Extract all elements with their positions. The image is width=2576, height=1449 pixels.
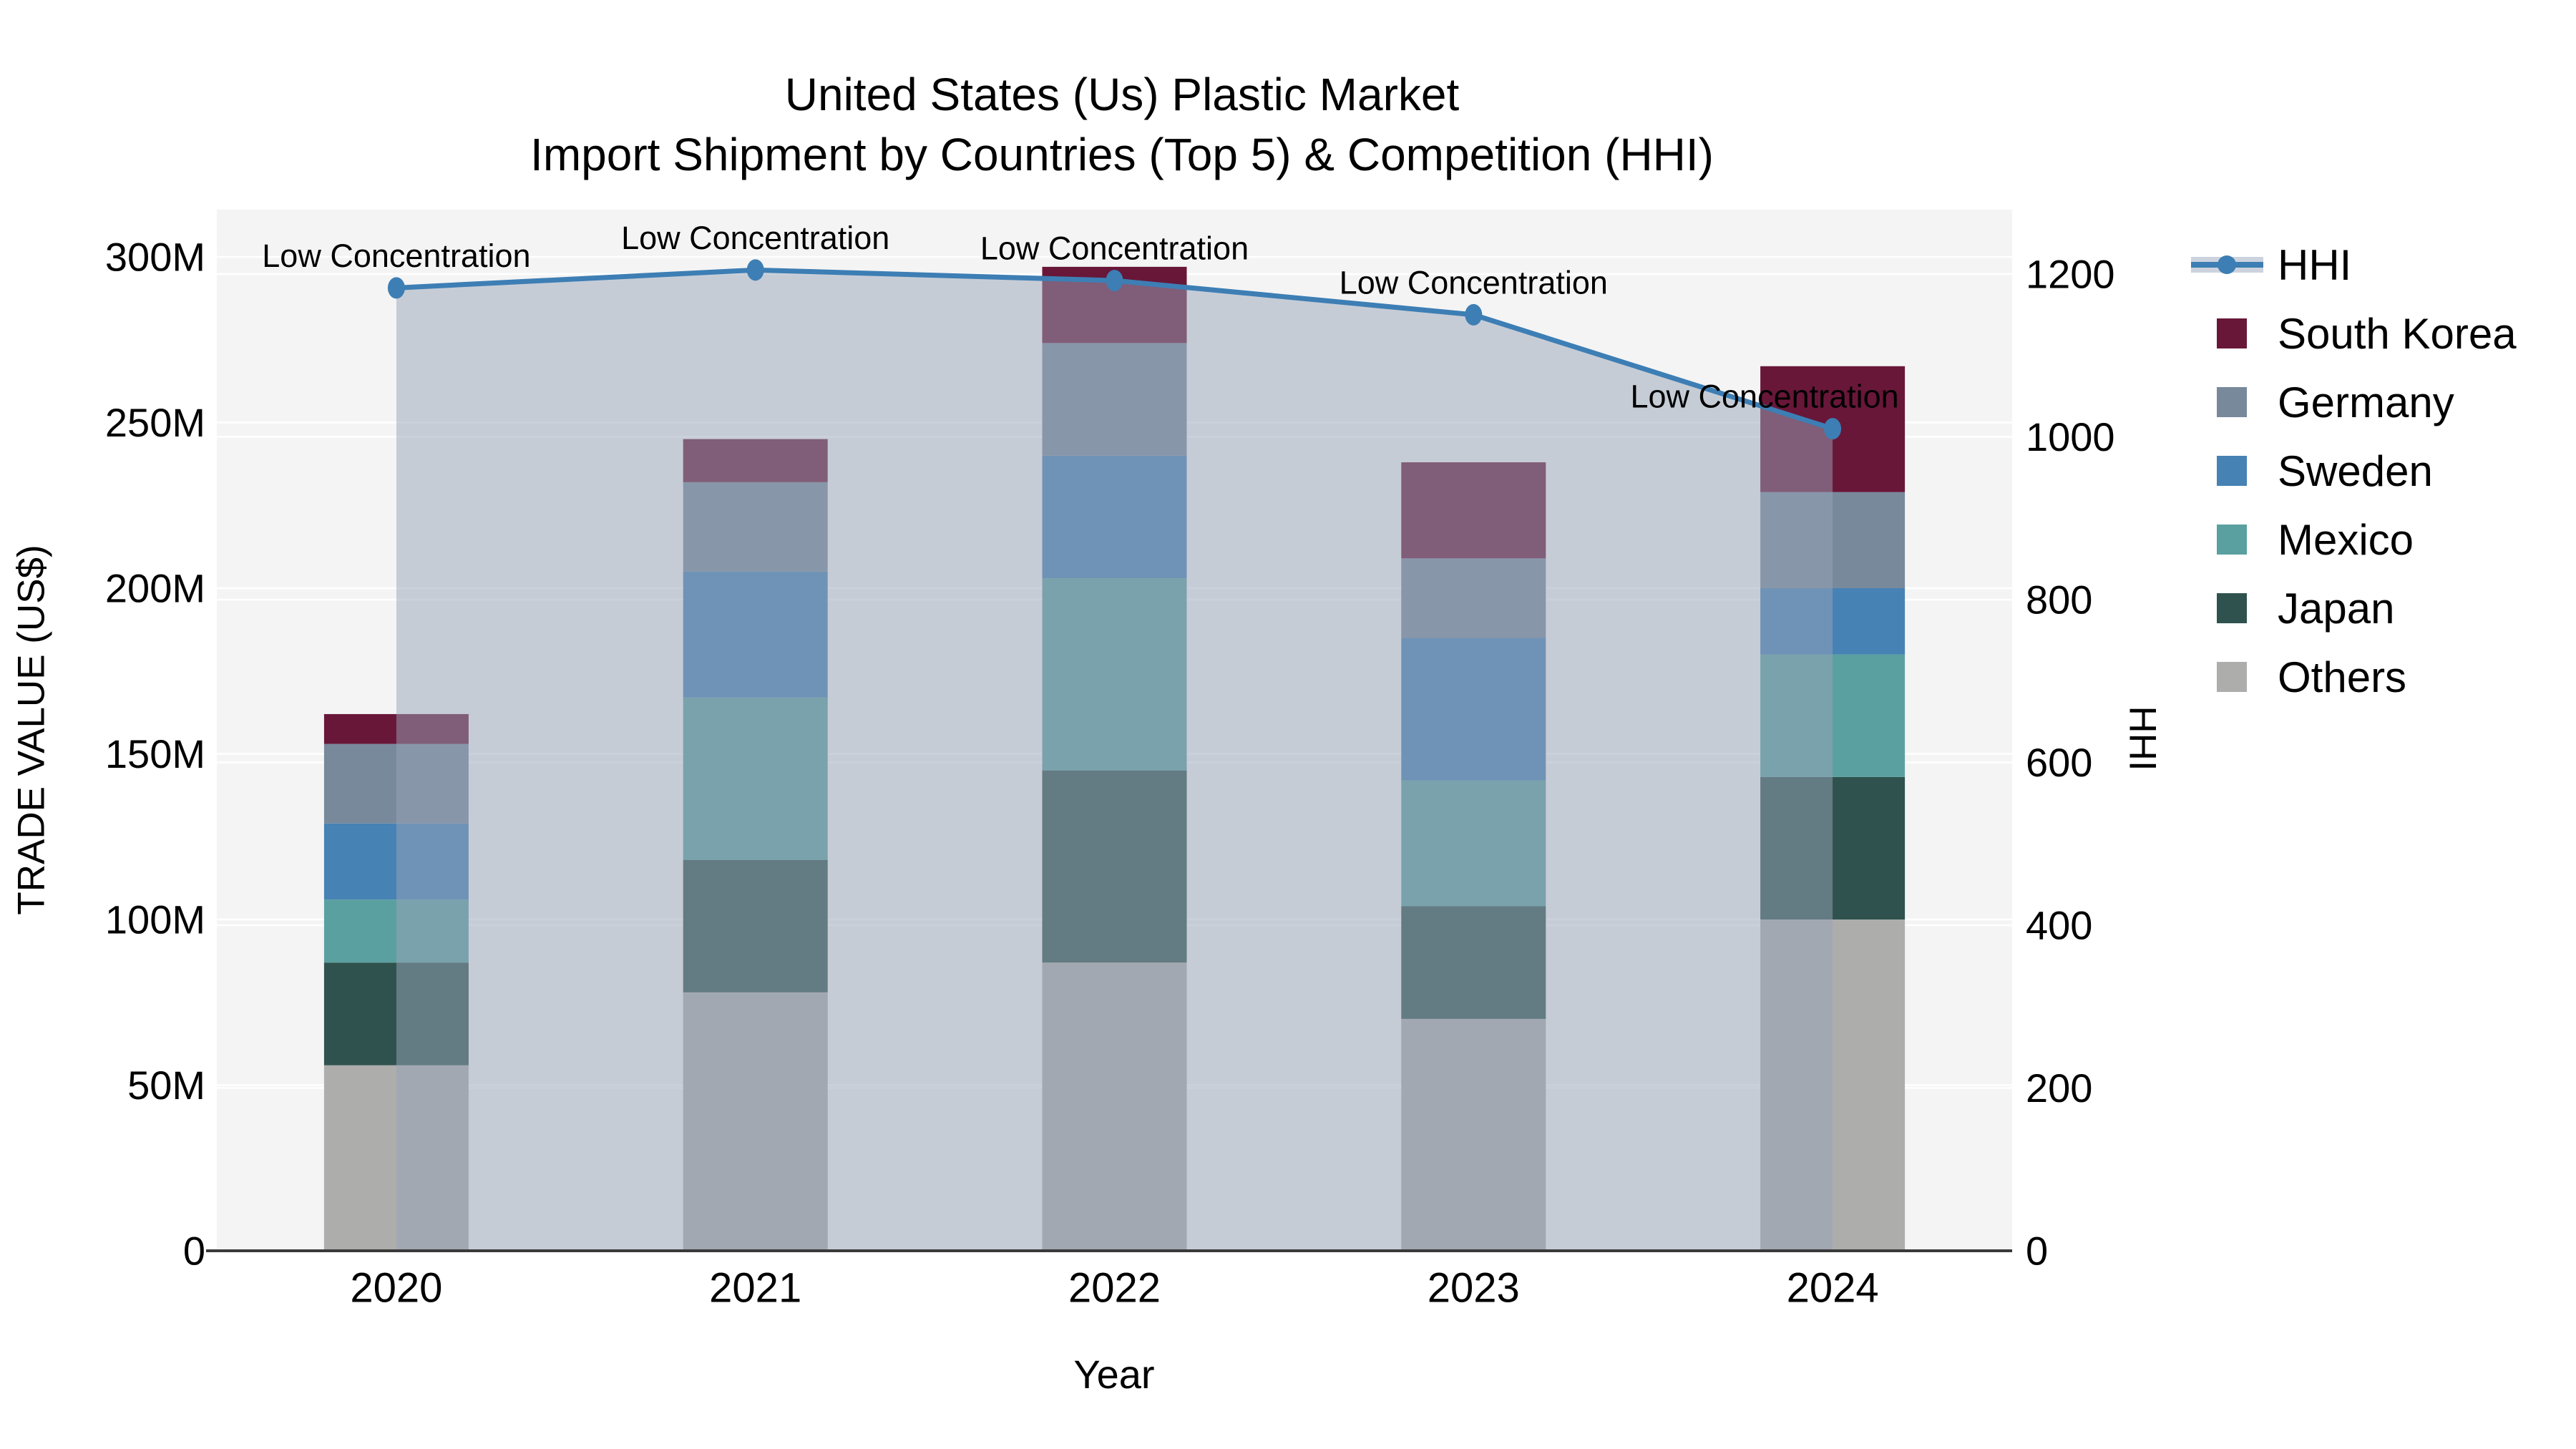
legend-label: Others (2278, 653, 2407, 701)
japan-swatch (2217, 593, 2247, 623)
legend-item-others: Others (2191, 643, 2517, 711)
swatch-box (2191, 299, 2278, 368)
hhi-marker-2021 (746, 259, 764, 281)
mexico-swatch (2217, 525, 2247, 555)
y-tick-right-1200: 1200 (2026, 252, 2115, 297)
hhi-line-swatch (2191, 230, 2278, 299)
legend-label: South Korea (2278, 309, 2517, 358)
annotation-2022: Low Concentration (980, 230, 1249, 267)
x-axis-title: Year (1073, 1352, 1155, 1397)
y-axis-title-left: TRADE VALUE (US$) (10, 545, 53, 915)
swatch-box (2191, 643, 2278, 711)
legend-label: Sweden (2278, 447, 2433, 495)
legend: HHI South Korea Germany Sweden Mexico Ja… (2191, 230, 2517, 711)
legend-item-hhi: HHI (2191, 230, 2517, 299)
hhi-marker-2023 (1465, 303, 1483, 326)
annotation-2020: Low Concentration (262, 238, 530, 274)
swatch-box (2191, 574, 2278, 643)
hhi-marker-2024 (1824, 418, 1842, 440)
y-tick-right-1000: 1000 (2026, 414, 2115, 459)
y-tick-left-100M: 100M (105, 897, 205, 942)
x-tick-2021: 2021 (709, 1265, 801, 1312)
hhi-marker-2022 (1106, 270, 1123, 292)
y-tick-left-300M: 300M (105, 235, 205, 280)
hhi-marker-dot (2218, 255, 2236, 274)
chart-title-line-2: Import Shipment by Countries (Top 5) & C… (530, 129, 1714, 180)
y-tick-right-800: 800 (2026, 577, 2092, 623)
legend-item-mexico: Mexico (2191, 505, 2517, 574)
annotation-2023: Low Concentration (1340, 264, 1608, 301)
x-tick-2022: 2022 (1068, 1265, 1161, 1312)
swatch-box (2191, 368, 2278, 436)
annotation-2024: Low Concentration (1630, 379, 1898, 415)
chart-title-line-1: United States (Us) Plastic Market (784, 69, 1460, 120)
germany-swatch (2217, 387, 2247, 417)
y-tick-left-50M: 50M (127, 1063, 205, 1108)
legend-item-germany: Germany (2191, 368, 2517, 436)
y-tick-left-250M: 250M (105, 400, 205, 445)
annotation-2021: Low Concentration (621, 220, 889, 256)
y-tick-right-200: 200 (2026, 1065, 2092, 1111)
legend-item-south-korea: South Korea (2191, 299, 2517, 368)
x-tick-2024: 2024 (1787, 1265, 1879, 1312)
y-tick-right-600: 600 (2026, 740, 2092, 785)
y-tick-left-150M: 150M (105, 731, 205, 776)
hhi-area-fill (396, 270, 1833, 1251)
legend-item-sweden: Sweden (2191, 436, 2517, 505)
legend-label: Japan (2278, 584, 2395, 633)
others-swatch (2217, 662, 2247, 692)
hhi-marker-2020 (387, 277, 405, 299)
y-tick-left-200M: 200M (105, 566, 205, 611)
sweden-swatch (2217, 456, 2247, 486)
legend-label: Mexico (2278, 515, 2414, 564)
swatch-box (2191, 436, 2278, 505)
south-korea-swatch (2217, 318, 2247, 348)
legend-label: HHI (2278, 240, 2352, 289)
legend-item-japan: Japan (2191, 574, 2517, 643)
y-tick-right-0: 0 (2026, 1229, 2048, 1274)
y-tick-right-400: 400 (2026, 903, 2092, 948)
chart-title: United States (Us) Plastic Market Import… (530, 64, 1714, 185)
y-axis-title-right: HHI (2121, 706, 2164, 771)
x-tick-2023: 2023 (1428, 1265, 1520, 1312)
y-tick-left-0: 0 (183, 1229, 205, 1274)
legend-label: Germany (2278, 378, 2454, 426)
swatch-box (2191, 505, 2278, 574)
x-tick-2020: 2020 (350, 1265, 442, 1312)
